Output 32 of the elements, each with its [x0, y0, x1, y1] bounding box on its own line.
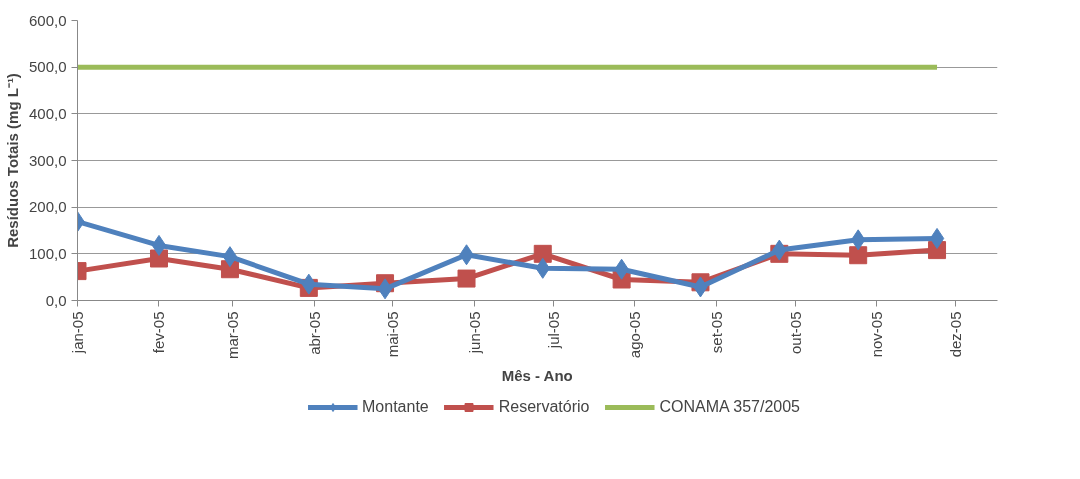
x-tick-label: ago-05	[626, 311, 644, 359]
y-tick-label: 400,0	[28, 104, 67, 122]
x-tick-label: jan-05	[69, 311, 86, 355]
point	[533, 244, 552, 263]
x-tick-label: out-05	[786, 311, 804, 355]
y-tick-label: 0,0	[45, 291, 67, 309]
x-tick-label: mai-05	[384, 311, 402, 358]
point	[377, 278, 393, 300]
legend-label: CONAMA 357/2005	[659, 398, 800, 416]
y-tick-label: 300,0	[28, 151, 67, 169]
x-tick-label: jul-05	[544, 311, 562, 350]
y-tick-label: 600,0	[28, 11, 67, 29]
x-tick-label: mar-05	[224, 311, 242, 360]
point	[151, 234, 167, 256]
point	[929, 227, 945, 249]
x-axis-title: Mês - Ano	[501, 367, 573, 385]
x-tick-label: fev-05	[150, 311, 168, 354]
point	[222, 246, 238, 268]
x-tick-label: dez-05	[946, 311, 964, 358]
legend-label: Montante	[362, 398, 429, 416]
point	[849, 246, 868, 265]
point	[149, 249, 168, 268]
y-axis-title: Resíduos Totais (mg L⁻¹)	[3, 73, 21, 248]
x-tick-label: set-05	[707, 311, 725, 354]
legend-label: Reservatório	[498, 398, 590, 416]
x-tick-label: nov-05	[868, 311, 886, 358]
y-tick-label: 500,0	[28, 58, 67, 76]
x-tick-label: jun-05	[465, 311, 483, 355]
y-tick-label: 100,0	[28, 244, 67, 262]
x-tick-label: abr-05	[305, 311, 323, 355]
y-tick-label: 200,0	[28, 198, 67, 216]
point	[457, 269, 476, 288]
